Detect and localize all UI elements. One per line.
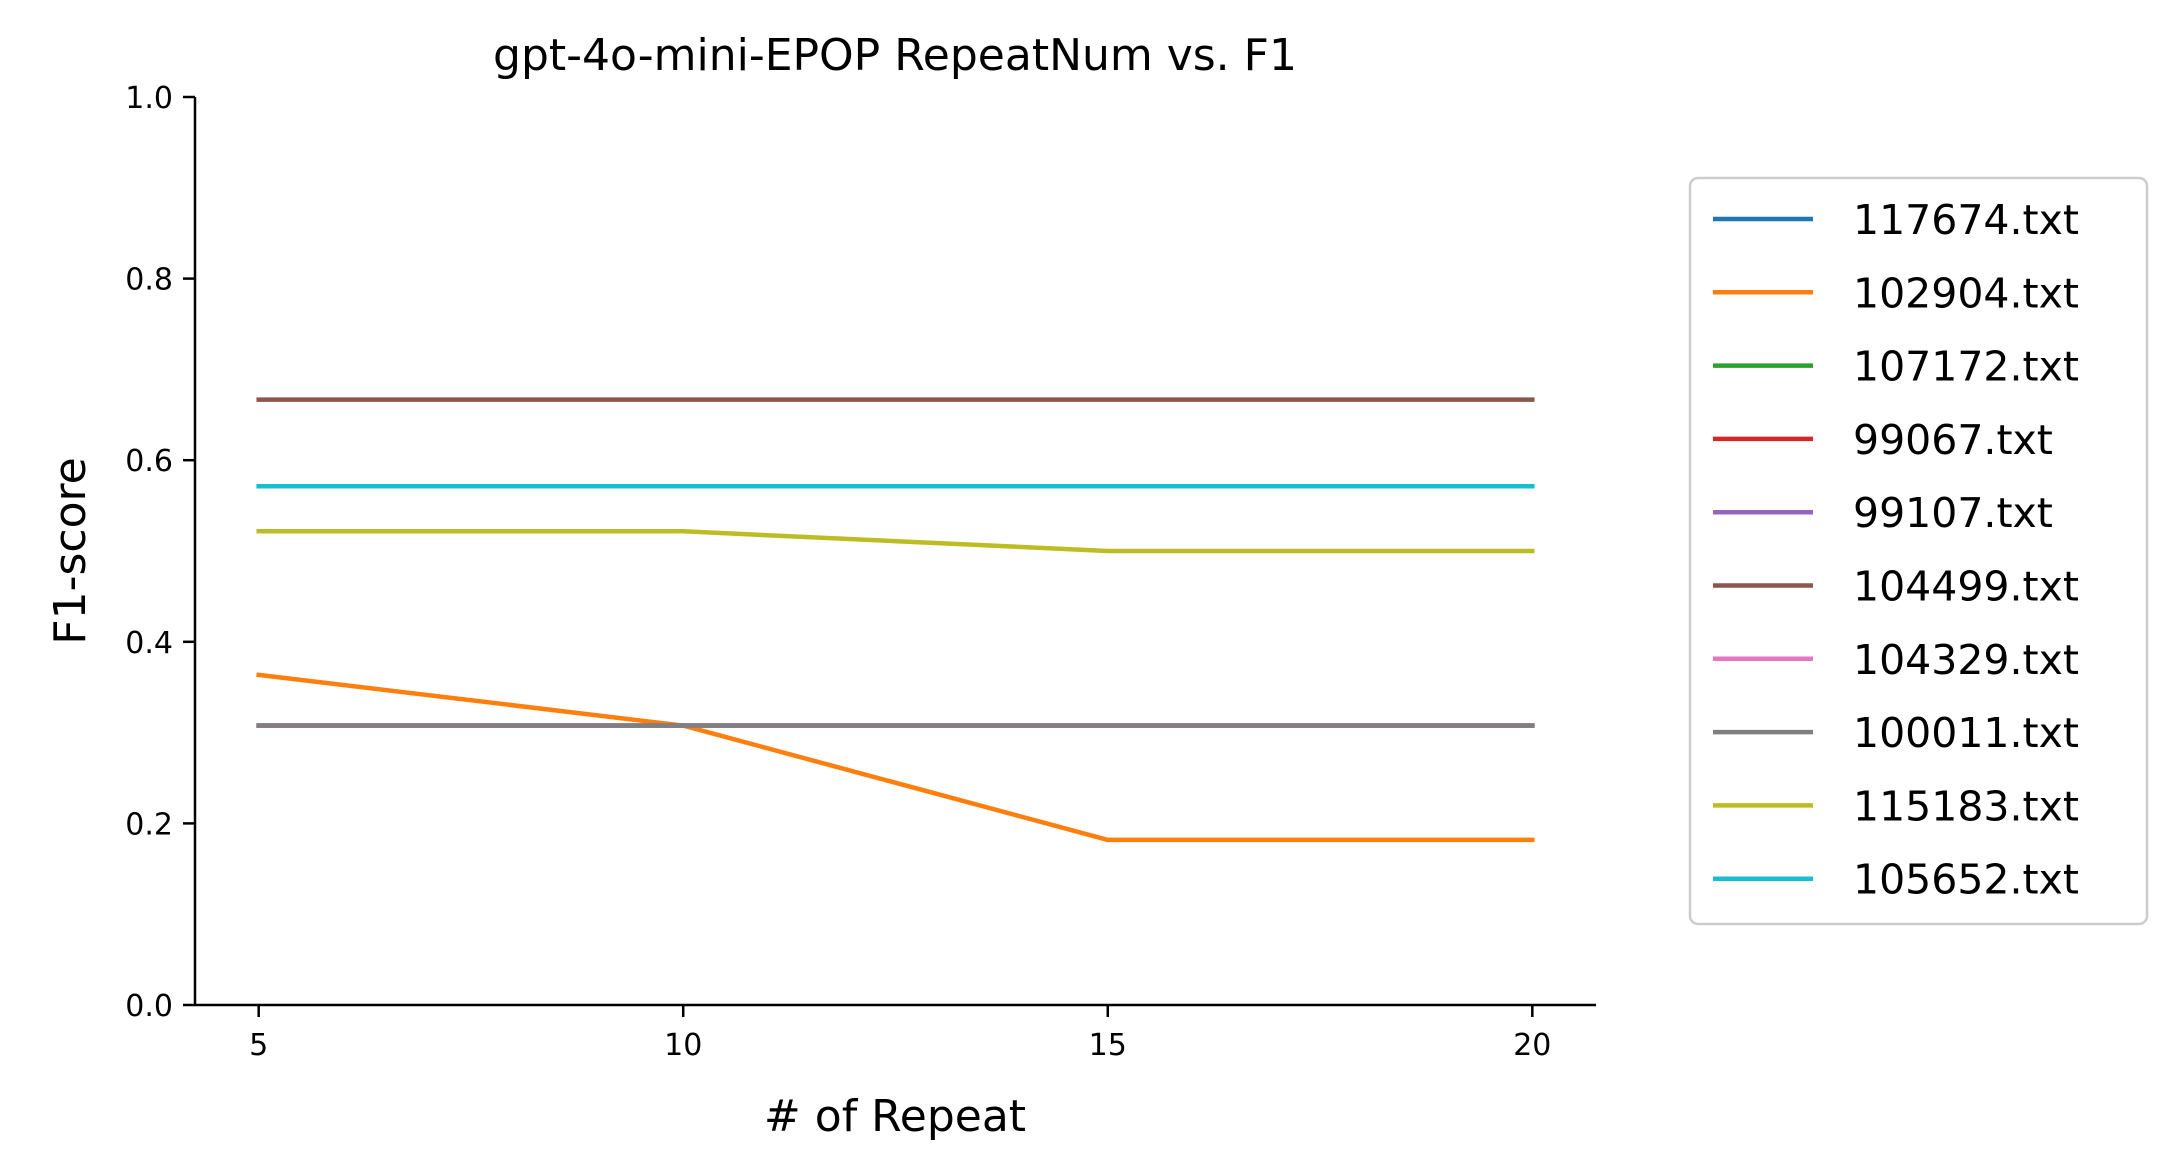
y-tick-label: 0.8 [125,263,173,298]
y-tick-label: 1.0 [125,81,173,116]
legend-label: 102904.txt [1853,269,2079,317]
series-line-115183 [256,529,1535,554]
x-tick-label: 20 [1513,1028,1551,1063]
legend-label: 105652.txt [1853,856,2079,904]
x-tick-label: 5 [249,1028,268,1063]
y-tick-label: 0.2 [125,807,173,842]
legend-label: 100011.txt [1853,709,2079,757]
x-tick-label: 15 [1089,1028,1127,1063]
series-line-102904 [256,672,1535,843]
y-tick-label: 0.0 [125,989,173,1024]
y-axis-ticks: 0.0 0.2 0.4 0.6 0.8 1.0 [125,81,195,1024]
legend-label: 99067.txt [1853,416,2053,464]
plot-area [256,397,1535,843]
x-axis-title: # of Repeat [764,1091,1026,1142]
y-axis-title: F1-score [45,457,96,644]
legend-label: 115183.txt [1853,782,2079,830]
legend-label: 117674.txt [1853,196,2079,244]
legend-label: 99107.txt [1853,489,2053,537]
y-tick-label: 0.4 [125,626,173,661]
legend: 117674.txt 102904.txt 107172.txt 99067.txt 9… [1688,176,2149,926]
legend-label: 104499.txt [1853,563,2079,611]
x-axis-ticks: 5 10 15 20 [249,1005,1551,1063]
legend-label: 107172.txt [1853,343,2079,391]
y-tick-label: 0.6 [125,444,173,479]
x-tick-label: 10 [664,1028,702,1063]
chart-title: gpt-4o-mini-EPOP RepeatNum vs. F1 [493,30,1297,81]
legend-label: 104329.txt [1853,636,2079,684]
